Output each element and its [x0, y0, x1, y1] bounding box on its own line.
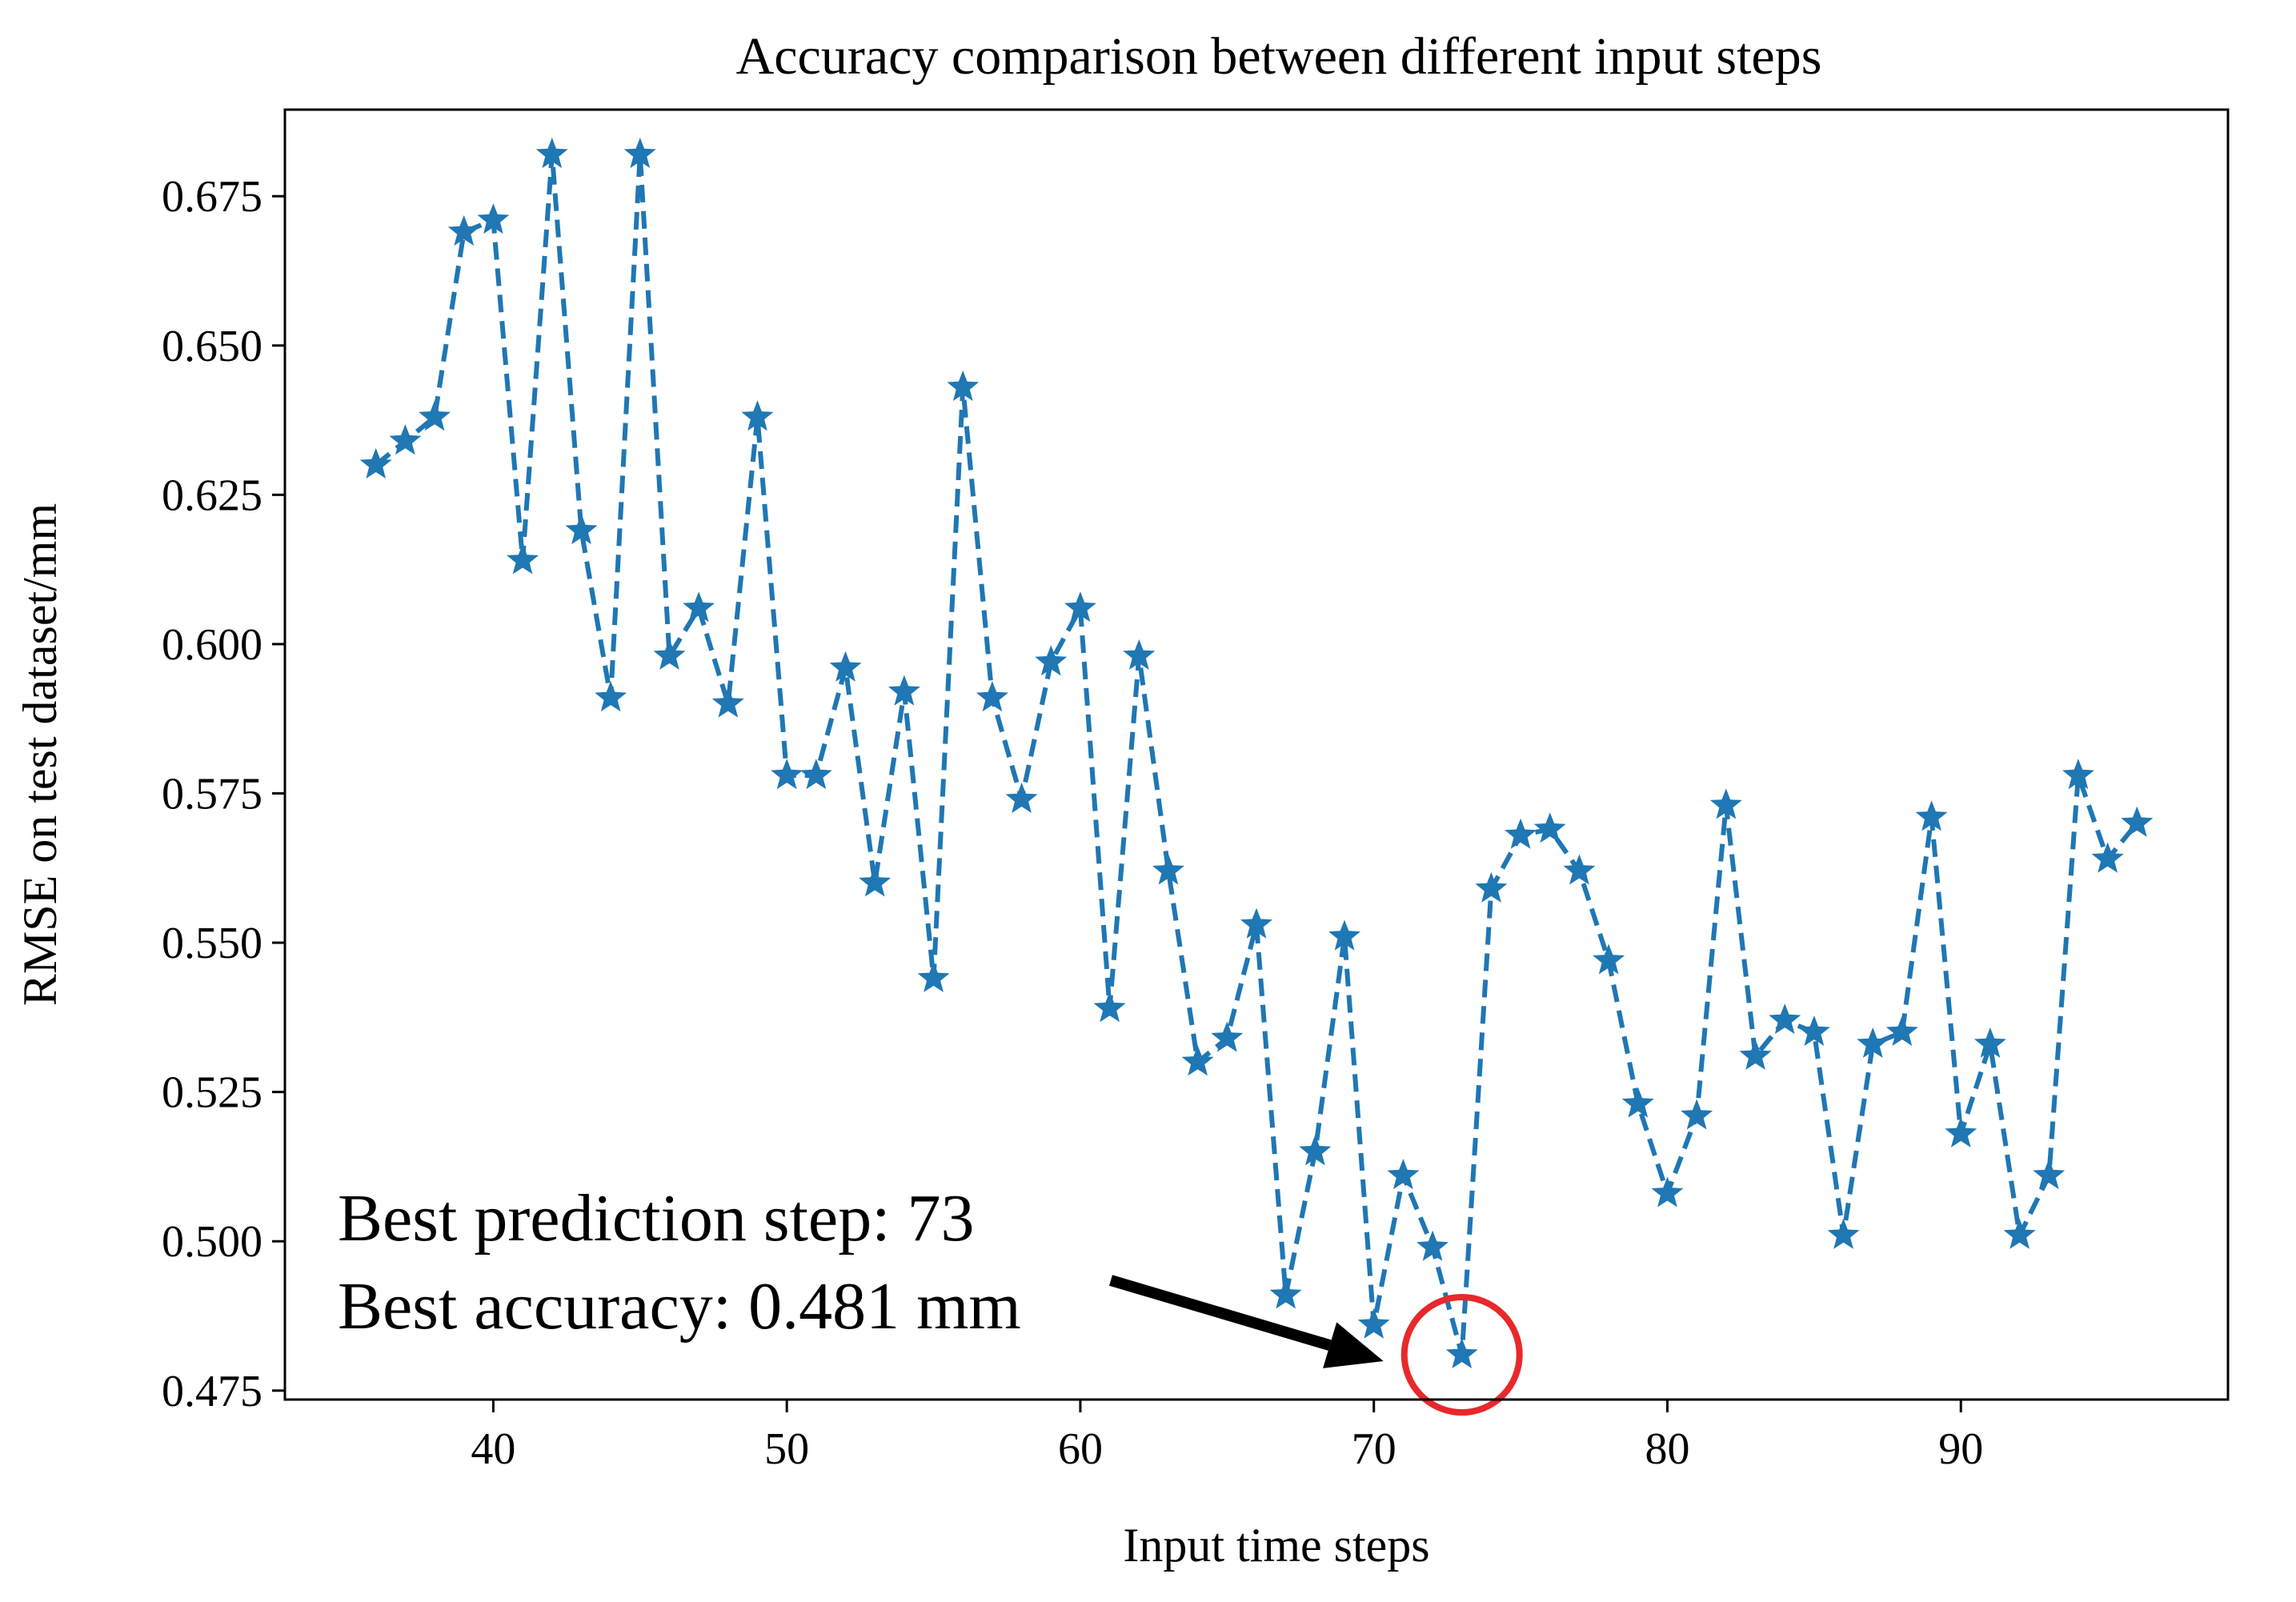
- data-point-star: [741, 400, 774, 431]
- data-point-star: [683, 591, 715, 623]
- data-point-star: [1797, 1015, 1830, 1046]
- data-point-star: [1973, 1027, 2006, 1058]
- data-point-star: [1445, 1338, 1478, 1368]
- data-point-star: [917, 961, 950, 992]
- data-point-star: [1328, 919, 1360, 951]
- series-line-0: [374, 152, 2139, 1357]
- highlight-layer: [1400, 1294, 1523, 1416]
- x-axis-ticks: 40 50 60 70 80 90: [471, 1400, 1983, 1474]
- data-point-star: [1915, 800, 1948, 831]
- annotation-best-accuracy: Best accuracy: 0.481 mm: [338, 1269, 1021, 1344]
- data-point-star: [1240, 907, 1272, 939]
- data-point-star: [1885, 1015, 1918, 1046]
- data-point-star: [2033, 1159, 2066, 1190]
- data-point-star: [1064, 591, 1096, 623]
- x-tick-label: 70: [1352, 1424, 1396, 1474]
- data-point-star: [565, 514, 598, 545]
- data-point-star: [1211, 1021, 1244, 1052]
- data-point-star: [771, 759, 803, 790]
- y-tick-label: 0.675: [162, 172, 262, 222]
- data-point-star: [1035, 645, 1068, 676]
- data-point-star: [653, 639, 686, 670]
- data-point-star: [1123, 639, 1156, 670]
- data-point-star: [359, 448, 392, 479]
- data-point-star: [1533, 812, 1566, 843]
- y-tick-label: 0.475: [162, 1367, 262, 1416]
- best-step-annotation: Best prediction step: 73 Best accuracy: …: [338, 1181, 1384, 1368]
- data-point-star: [1709, 788, 1742, 819]
- data-point-star: [1269, 1278, 1302, 1309]
- x-axis-label: Input time steps: [1123, 1519, 1429, 1572]
- data-point-star: [976, 681, 1008, 712]
- x-tick-label: 90: [1938, 1424, 1983, 1474]
- data-point-star: [1681, 1099, 1713, 1130]
- y-axis-label: RMSE on test dataset/mm: [14, 503, 66, 1006]
- annotation-arrow-head: [1323, 1322, 1384, 1368]
- data-point-star: [1769, 1003, 1801, 1035]
- data-point-star: [829, 651, 862, 682]
- series-line-layer: [374, 152, 2139, 1357]
- y-axis-ticks: 0.475 0.500 0.525 0.550 0.575 0.600 0.625 0.650…: [162, 172, 285, 1416]
- data-point-star: [2091, 842, 2124, 873]
- y-tick-label: 0.600: [162, 620, 262, 670]
- data-point-star: [1475, 871, 1508, 903]
- data-point-star: [1739, 1039, 1772, 1070]
- y-tick-label: 0.575: [162, 770, 262, 819]
- data-point-star: [1152, 854, 1184, 885]
- data-point-star: [595, 681, 627, 712]
- y-tick-label: 0.525: [162, 1068, 262, 1118]
- data-point-star: [1505, 818, 1537, 849]
- y-tick-label: 0.550: [162, 919, 262, 968]
- plot-area-frame: [283, 108, 2230, 1401]
- y-tick-label: 0.650: [162, 322, 262, 371]
- chart-title: Accuracy comparison between different in…: [736, 27, 1822, 86]
- data-point-star: [419, 400, 451, 431]
- data-point-star: [1827, 1218, 1860, 1249]
- data-point-star: [507, 543, 539, 575]
- data-point-star: [888, 675, 920, 706]
- data-point-star: [1357, 1308, 1390, 1339]
- best-point-highlight-circle: [1400, 1294, 1523, 1416]
- data-point-star: [859, 866, 892, 897]
- data-point-star: [799, 759, 832, 790]
- data-point-star: [1387, 1159, 1420, 1190]
- data-point-star: [711, 687, 744, 718]
- data-point-star: [477, 203, 510, 234]
- series-marker-layer: [359, 138, 2154, 1368]
- data-point-star: [2121, 806, 2154, 837]
- data-point-star: [1416, 1230, 1449, 1261]
- data-point-star: [1593, 943, 1625, 975]
- y-tick-label: 0.625: [162, 471, 262, 520]
- data-point-star: [1857, 1027, 1889, 1058]
- data-point-star: [623, 138, 656, 168]
- data-point-star: [389, 424, 422, 455]
- data-point-star: [535, 138, 568, 168]
- data-point-star: [947, 370, 980, 401]
- data-point-star: [2003, 1218, 2036, 1249]
- data-point-star: [1093, 991, 1126, 1023]
- data-point-star: [1005, 783, 1038, 813]
- data-point-star: [1621, 1087, 1654, 1118]
- annotation-best-step: Best prediction step: 73: [338, 1181, 975, 1256]
- data-point-star: [1299, 1135, 1332, 1166]
- data-point-star: [2062, 759, 2094, 790]
- data-point-star: [1563, 854, 1596, 885]
- x-tick-label: 50: [764, 1424, 809, 1474]
- x-tick-label: 80: [1645, 1424, 1689, 1474]
- x-tick-label: 60: [1058, 1424, 1103, 1474]
- annotation-arrow: [1109, 1275, 1384, 1368]
- annotation-arrow-shaft: [1109, 1275, 1332, 1351]
- data-point-star: [447, 215, 480, 246]
- x-tick-label: 40: [471, 1424, 515, 1474]
- data-point-star: [1181, 1045, 1214, 1076]
- data-point-star: [1651, 1176, 1684, 1208]
- data-point-star: [1945, 1116, 1977, 1147]
- y-tick-label: 0.500: [162, 1217, 262, 1267]
